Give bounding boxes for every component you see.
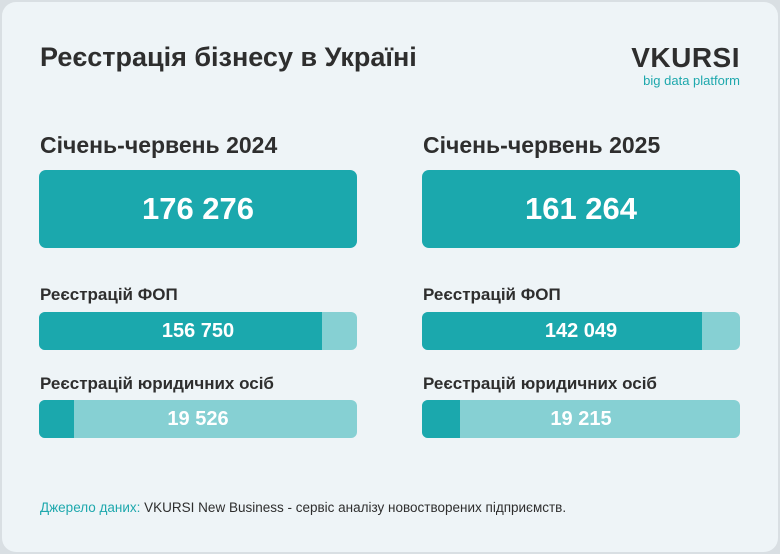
legal-entities-bar-label: Реєстрацій юридичних осіб [423, 374, 657, 393]
fop-bar-fill [39, 312, 322, 350]
fop-bar-value: 156 750 [161, 319, 235, 342]
legal-entities-bar-fill [422, 400, 460, 438]
total-registrations-value: 161 264 [524, 191, 638, 226]
logo-wordmark: VKURSI [631, 42, 740, 73]
legal-entities-bar: 19 215 [422, 400, 740, 438]
period-title: Січень-червень 2024 [40, 132, 278, 158]
total-registrations-box: 176 276 [39, 170, 357, 248]
legal-entities-bar-value: 19 526 [167, 407, 229, 430]
fop-bar-value: 142 049 [544, 319, 618, 342]
page-title: Реєстрація бізнесу в Україні [40, 42, 417, 72]
period-title: Січень-червень 2025 [423, 132, 661, 158]
legal-entities-bar-fill [39, 400, 75, 438]
source-label: Джерело даних: [40, 500, 141, 515]
fop-bar-label: Реєстрацій ФОП [40, 285, 178, 304]
legal-entities-bar-value: 19 215 [550, 407, 612, 430]
fop-bar-fill [422, 312, 703, 350]
fop-bar: 156 750 [39, 312, 357, 350]
legal-entities-bar-label: Реєстрацій юридичних осіб [40, 374, 274, 393]
fop-bar-label: Реєстрацій ФОП [423, 285, 561, 304]
fop-bar: 142 049 [422, 312, 740, 350]
source-text: VKURSI New Business - сервіс аналізу нов… [140, 500, 567, 515]
data-source-note: Джерело даних: VKURSI New Business - сер… [40, 500, 566, 515]
total-registrations-value: 176 276 [141, 191, 255, 226]
total-registrations-box: 161 264 [422, 170, 740, 248]
brand-logo: VKURSI big data platform [631, 44, 740, 88]
legal-entities-bar: 19 526 [39, 400, 357, 438]
logo-tagline: big data platform [643, 73, 740, 88]
